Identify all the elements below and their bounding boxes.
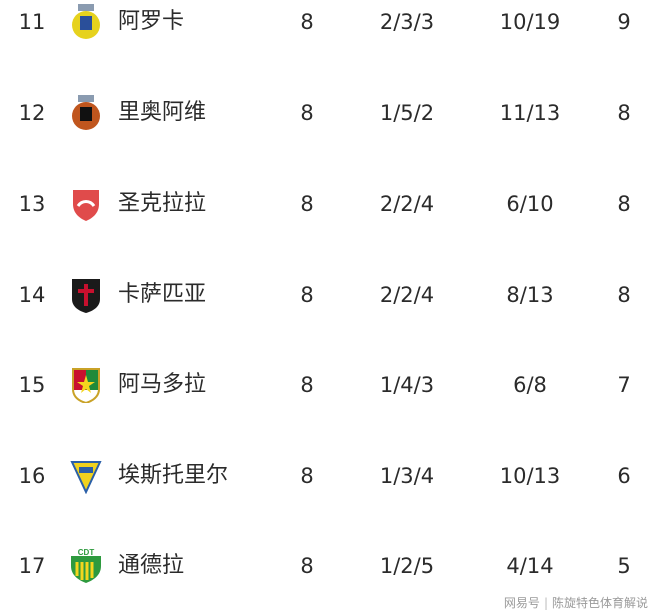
team-name[interactable]: 卡萨匹亚 (118, 282, 207, 307)
matches-played: 8 (300, 554, 314, 578)
table-row[interactable]: 17 CDT 通德拉 8 1/2/5 4/14 5 (0, 546, 660, 586)
points: 8 (617, 101, 631, 125)
team-name[interactable]: 埃斯托里尔 (118, 463, 229, 488)
table-row[interactable]: 16 埃斯托里尔 8 1/3/4 10/13 6 (0, 456, 660, 496)
table-row[interactable]: 11 阿罗卡 8 2/3/3 10/19 9 (0, 2, 660, 42)
goals-for-against: 10/19 (499, 10, 561, 34)
table-row[interactable]: 15 阿马多拉 8 1/4/3 6/8 7 (0, 365, 660, 405)
goals-for-against: 6/10 (506, 192, 554, 216)
rio-ave-crest-icon (68, 95, 104, 131)
team-name[interactable]: 圣克拉拉 (118, 191, 207, 216)
goals-for-against: 6/8 (513, 373, 547, 397)
win-draw-loss: 1/4/3 (379, 373, 435, 397)
casa-pia-crest-icon (68, 277, 104, 313)
table-row[interactable]: 13 圣克拉拉 8 2/2/4 6/10 8 (0, 184, 660, 224)
goals-for-against: 10/13 (499, 464, 561, 488)
rank: 17 (18, 554, 46, 578)
matches-played: 8 (300, 464, 314, 488)
arouca-crest-icon (68, 4, 104, 40)
matches-played: 8 (300, 101, 314, 125)
points: 9 (617, 10, 631, 34)
points: 5 (617, 554, 631, 578)
matches-played: 8 (300, 192, 314, 216)
win-draw-loss: 2/2/4 (379, 192, 435, 216)
goals-for-against: 11/13 (499, 101, 561, 125)
win-draw-loss: 2/2/4 (379, 283, 435, 307)
rank: 14 (18, 283, 46, 307)
rank: 16 (18, 464, 46, 488)
win-draw-loss: 2/3/3 (379, 10, 435, 34)
team-name[interactable]: 通德拉 (118, 553, 185, 578)
table-row[interactable]: 14 卡萨匹亚 8 2/2/4 8/13 8 (0, 275, 660, 315)
points: 8 (617, 283, 631, 307)
goals-for-against: 8/13 (506, 283, 554, 307)
win-draw-loss: 1/5/2 (379, 101, 435, 125)
team-name[interactable]: 阿马多拉 (118, 372, 207, 397)
table-row[interactable]: 12 里奥阿维 8 1/5/2 11/13 8 (0, 93, 660, 133)
team-name[interactable]: 里奥阿维 (118, 100, 207, 125)
points: 8 (617, 192, 631, 216)
watermark: 网易号 | 陈旋特色体育解说 (504, 594, 648, 611)
rank: 11 (18, 10, 46, 34)
rank: 15 (18, 373, 46, 397)
santa-clara-crest-icon (68, 186, 104, 222)
watermark-brand: 网易号 (503, 596, 540, 610)
matches-played: 8 (300, 283, 314, 307)
points: 6 (617, 464, 631, 488)
team-name[interactable]: 阿罗卡 (118, 9, 185, 34)
estrela-amadora-crest-icon (68, 367, 104, 405)
watermark-separator: | (543, 596, 548, 610)
points: 7 (617, 373, 631, 397)
rank: 12 (18, 101, 46, 125)
watermark-author: 陈旋特色体育解说 (551, 596, 648, 610)
win-draw-loss: 1/3/4 (379, 464, 435, 488)
estoril-crest-icon (68, 458, 104, 495)
svg-text:CDT: CDT (78, 548, 95, 557)
tondela-crest-icon: CDT (68, 548, 104, 584)
win-draw-loss: 1/2/5 (379, 554, 435, 578)
matches-played: 8 (300, 373, 314, 397)
matches-played: 8 (300, 10, 314, 34)
rank: 13 (18, 192, 46, 216)
goals-for-against: 4/14 (506, 554, 554, 578)
